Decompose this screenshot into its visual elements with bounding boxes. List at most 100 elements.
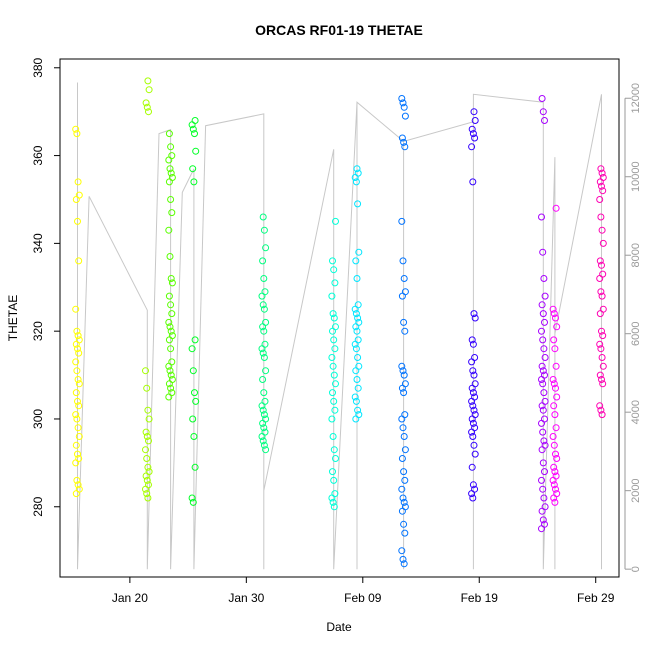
data-point <box>400 103 408 111</box>
x-tick-label: Feb 19 <box>461 591 499 605</box>
data-point <box>597 406 605 414</box>
data-point <box>75 349 83 357</box>
data-point <box>191 117 199 124</box>
data-point <box>329 362 337 370</box>
data-point <box>355 248 363 256</box>
data-point <box>72 196 80 203</box>
data-point <box>167 143 175 151</box>
data-point <box>399 494 407 502</box>
data-point <box>399 257 407 265</box>
data-point <box>258 345 266 353</box>
data-point <box>331 406 339 414</box>
data-point <box>144 463 152 471</box>
data-points-layer <box>72 77 607 568</box>
data-point <box>192 397 200 405</box>
data-point <box>400 138 408 146</box>
data-point <box>400 433 408 440</box>
data-point <box>470 441 478 449</box>
data-point <box>398 362 406 370</box>
data-point <box>328 292 336 300</box>
data-point <box>469 402 477 410</box>
data-point <box>398 95 406 102</box>
data-point <box>143 433 151 440</box>
data-point <box>400 520 408 528</box>
data-point <box>398 217 406 225</box>
data-point <box>351 393 359 401</box>
data-point <box>329 498 337 506</box>
data-point <box>73 476 81 484</box>
data-point <box>399 424 407 432</box>
data-point <box>260 226 268 234</box>
data-point <box>74 376 82 383</box>
data-point <box>470 310 478 318</box>
data-point <box>550 310 558 318</box>
y2-tick-label: 2000 <box>630 478 642 502</box>
data-point <box>597 288 605 296</box>
data-point <box>471 354 479 361</box>
x-tick-label: Feb 29 <box>577 591 615 605</box>
data-point <box>259 406 267 414</box>
y2-tick-label: 12000 <box>630 83 642 114</box>
data-point <box>330 397 338 405</box>
data-point <box>401 476 409 484</box>
data-point <box>596 340 604 348</box>
data-point <box>168 209 176 217</box>
data-point <box>329 257 336 265</box>
data-point <box>599 270 607 278</box>
data-point <box>597 213 605 221</box>
data-point <box>165 156 173 164</box>
data-point <box>74 345 81 353</box>
data-point <box>145 108 152 116</box>
data-point <box>191 336 199 344</box>
data-point <box>165 178 173 186</box>
data-point <box>398 292 406 300</box>
data-point <box>189 498 197 506</box>
data-point <box>260 389 268 397</box>
data-point <box>596 402 604 410</box>
data-point <box>598 261 605 269</box>
data-point <box>597 165 605 173</box>
data-point <box>352 367 360 375</box>
data-point <box>538 419 545 427</box>
data-point <box>332 455 339 462</box>
data-point <box>550 463 558 471</box>
data-point <box>551 468 559 476</box>
data-point <box>352 397 360 405</box>
data-point <box>353 165 361 173</box>
data-point <box>167 327 175 335</box>
data-point <box>539 248 547 256</box>
data-point <box>354 406 362 414</box>
data-point <box>260 424 268 432</box>
data-point <box>167 169 175 177</box>
data-point <box>400 318 408 326</box>
data-point <box>330 476 338 484</box>
data-point <box>190 178 198 186</box>
data-point <box>471 134 479 142</box>
data-point <box>539 516 547 524</box>
data-point <box>398 547 406 555</box>
data-point <box>354 301 362 309</box>
data-point <box>331 345 339 353</box>
data-point <box>191 463 199 471</box>
data-point <box>469 340 477 348</box>
data-point <box>598 354 606 361</box>
data-point <box>398 455 406 462</box>
y2-tick-label: 10000 <box>630 161 642 192</box>
data-point <box>167 345 175 353</box>
data-point <box>539 485 547 493</box>
data-point <box>468 490 476 498</box>
data-point <box>72 358 80 366</box>
data-point <box>599 239 607 247</box>
data-point <box>538 525 545 533</box>
data-point <box>328 415 336 423</box>
data-point <box>260 305 268 313</box>
data-point <box>553 393 561 401</box>
chart-title: ORCAS RF01-19 THETAE <box>255 22 423 38</box>
data-point <box>541 468 548 476</box>
data-point <box>552 204 560 212</box>
data-point <box>468 125 476 133</box>
data-point <box>75 433 83 440</box>
data-point <box>261 397 269 405</box>
data-point <box>165 226 173 234</box>
data-point <box>552 450 559 458</box>
